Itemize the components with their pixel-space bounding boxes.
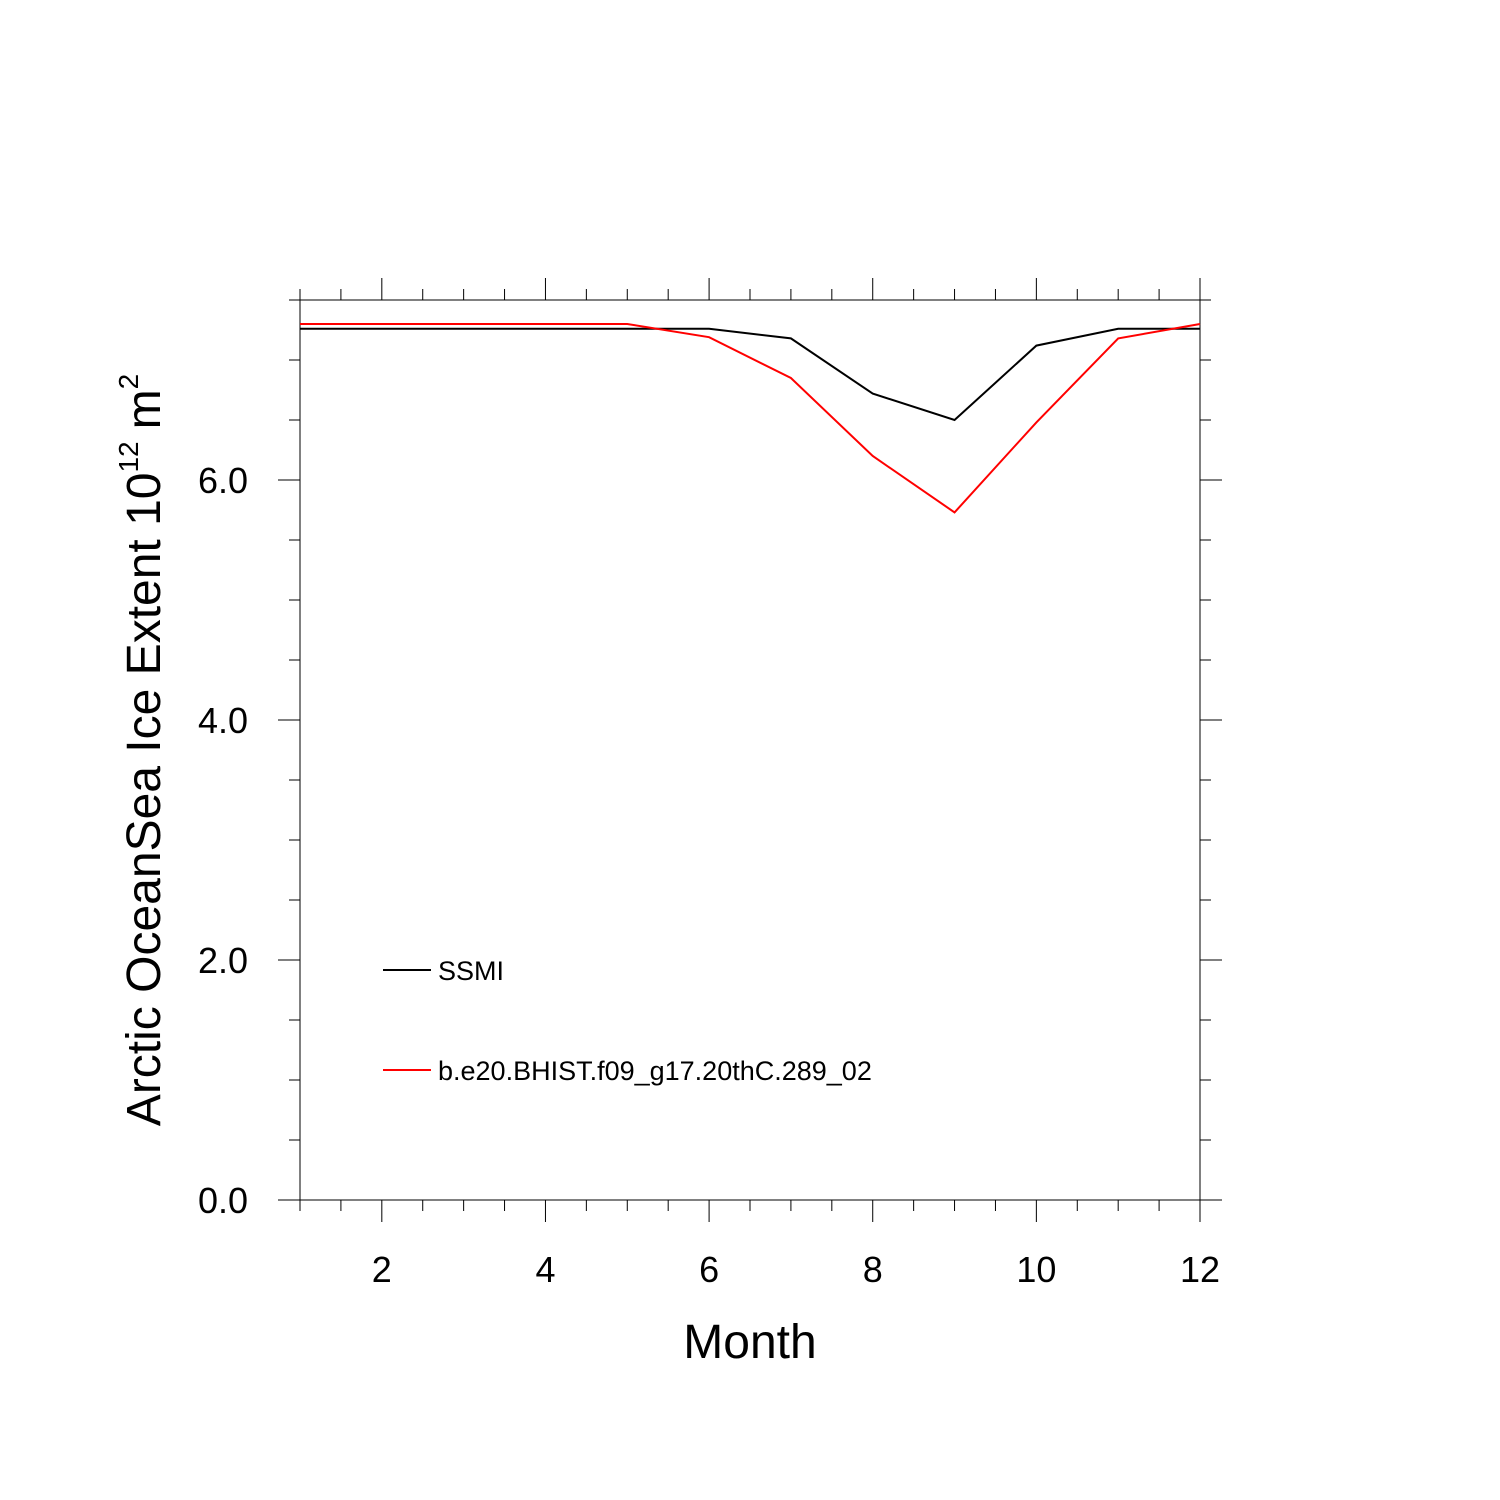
tick-labels: 2 4 6 8 10 12 0.0 2.0 4.0 6.0 bbox=[198, 460, 1220, 1290]
x-tick-label: 4 bbox=[535, 1249, 555, 1290]
y-axis-title-exponent: 12 bbox=[113, 441, 144, 472]
y-tick-label: 4.0 bbox=[198, 700, 248, 741]
series-line-ssmi bbox=[300, 327, 1200, 422]
legend: SSMI b.e20.BHIST.f09_g17.20thC.289_02 bbox=[383, 956, 872, 1086]
y-axis-title-main: Arctic OceanSea Ice Extent 10 bbox=[118, 473, 171, 1127]
y-axis-title-unit: m bbox=[118, 389, 171, 429]
series-line-model bbox=[300, 323, 1201, 514]
legend-label-model: b.e20.BHIST.f09_g17.20thC.289_02 bbox=[438, 1056, 872, 1086]
series-layer bbox=[300, 323, 1201, 514]
y-axis-title-unit-exponent: 2 bbox=[113, 374, 144, 390]
y-tick-label: 2.0 bbox=[198, 940, 248, 981]
y-axis-title: Arctic OceanSea Ice Extent 1012 m2 bbox=[113, 374, 171, 1126]
x-tick-label: 8 bbox=[863, 1249, 883, 1290]
x-tick-label: 2 bbox=[372, 1249, 392, 1290]
x-axis-title: Month bbox=[683, 1316, 816, 1369]
y-tick-label: 0.0 bbox=[198, 1180, 248, 1221]
y-tick-label: 6.0 bbox=[198, 460, 248, 501]
x-tick-label: 12 bbox=[1180, 1249, 1220, 1290]
x-tick-label: 6 bbox=[699, 1249, 719, 1290]
axis-ticks bbox=[278, 278, 1222, 1222]
legend-label-ssmi: SSMI bbox=[438, 956, 504, 986]
x-tick-label: 10 bbox=[1016, 1249, 1056, 1290]
